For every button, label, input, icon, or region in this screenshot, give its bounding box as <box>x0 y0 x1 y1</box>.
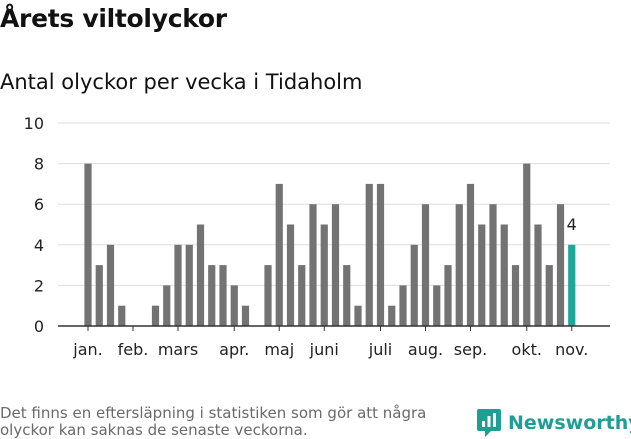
x-axis: jan. feb. mars apr. maj juni juli aug. sep. okt. n… <box>58 325 610 359</box>
bar <box>320 224 328 326</box>
y-tick-label: 8 <box>34 155 44 174</box>
bar <box>478 224 486 326</box>
bar <box>388 305 396 326</box>
brand-logo: Newsworthy <box>476 408 631 438</box>
bar <box>196 224 205 326</box>
bar <box>275 183 283 326</box>
bar <box>556 204 565 326</box>
bar <box>534 224 542 326</box>
y-tick-label: 10 <box>24 114 44 133</box>
bar <box>523 163 531 326</box>
bar <box>230 285 238 326</box>
bars <box>84 163 576 326</box>
y-tick-label: 2 <box>34 276 44 295</box>
bar <box>264 265 272 326</box>
bar <box>410 244 418 326</box>
bar <box>421 204 430 326</box>
y-tick-label: 6 <box>34 195 44 214</box>
x-tick-label: feb. <box>118 340 149 359</box>
footnote-text: Det finns en eftersläpning i statistiken… <box>0 404 427 439</box>
bar <box>241 305 250 326</box>
bar <box>185 244 193 326</box>
y-tick-label: 4 <box>34 236 44 255</box>
bar <box>354 305 362 326</box>
data-labels: 4 <box>567 215 577 234</box>
x-tick-label: okt. <box>512 340 542 359</box>
bar <box>365 183 373 326</box>
x-tick-label: nov. <box>555 340 588 359</box>
bar <box>208 265 216 326</box>
x-tick-label: juni <box>309 340 339 359</box>
bar <box>118 305 126 326</box>
x-tick-label: juli <box>368 340 392 359</box>
bar <box>545 265 553 326</box>
bar <box>343 265 351 326</box>
bar <box>286 224 295 326</box>
bar <box>219 265 227 326</box>
bar <box>399 285 407 326</box>
x-tick-label: apr. <box>219 340 249 359</box>
bar <box>298 265 306 326</box>
bar <box>489 204 497 326</box>
bar <box>331 204 340 326</box>
bar <box>309 204 317 326</box>
bar-highlight <box>568 244 576 326</box>
chart-title: Årets viltolyckor <box>0 4 227 33</box>
y-tick-label: 0 <box>34 317 44 336</box>
newsworthy-logo-icon <box>477 409 501 437</box>
x-tick-label: aug. <box>408 340 443 359</box>
bar <box>433 285 441 326</box>
bar <box>500 224 508 326</box>
x-tick-label: sep. <box>454 340 487 359</box>
bar <box>106 244 115 326</box>
x-tick-label: mars <box>158 340 198 359</box>
bar <box>376 183 385 326</box>
highlight-value-label: 4 <box>567 215 577 234</box>
bar <box>151 305 160 326</box>
bar <box>511 265 520 326</box>
x-tick-label: jan. <box>72 340 102 359</box>
bar <box>444 265 452 326</box>
footnote: Det finns en eftersläpning i statistiken… <box>0 405 460 439</box>
bar <box>174 244 182 326</box>
x-tick-label: maj <box>264 340 294 359</box>
brand-name: Newsworthy <box>508 412 631 434</box>
y-axis-ticks: 0 2 4 6 8 10 <box>24 114 44 336</box>
bar <box>455 204 463 326</box>
bar <box>163 285 171 326</box>
bar <box>84 163 92 326</box>
bar-chart: 0 2 4 6 8 10 jan. feb. mars apr. maj juni juli aug. s… <box>24 114 610 359</box>
bar <box>466 183 475 326</box>
chart-subtitle: Antal olyckor per vecka i Tidaholm <box>0 70 363 94</box>
bar <box>95 265 103 326</box>
